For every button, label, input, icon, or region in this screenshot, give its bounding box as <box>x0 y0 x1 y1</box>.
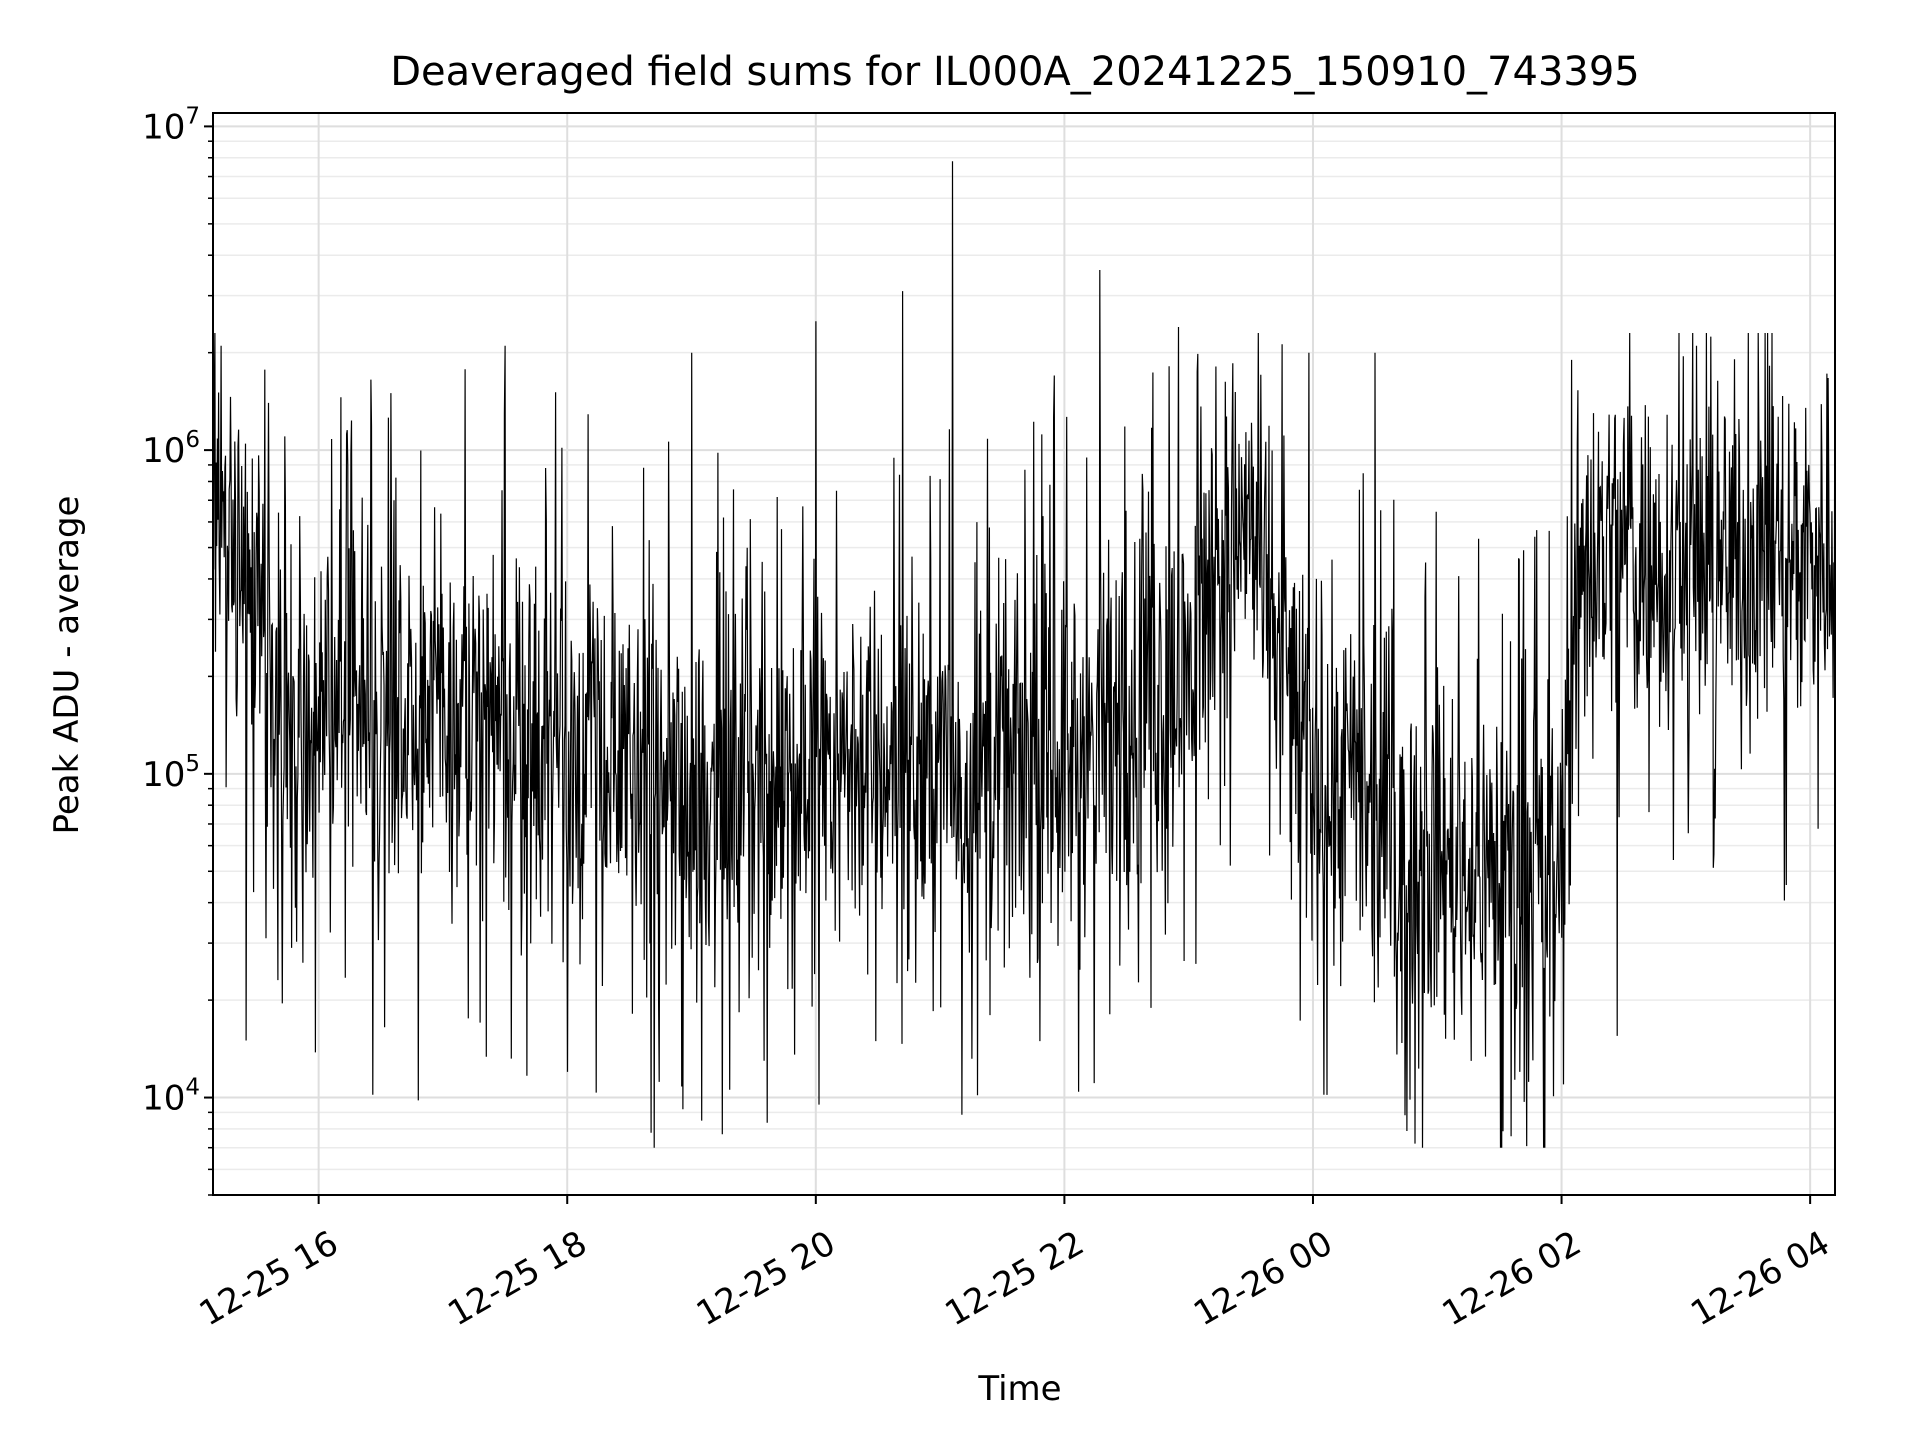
y-tick-label: 107 <box>142 103 200 147</box>
y-tick-label: 106 <box>142 427 200 471</box>
y-tick-label: 104 <box>142 1075 200 1119</box>
data-line <box>212 161 1836 1148</box>
y-axis-label: Peak ADU - average <box>47 496 87 835</box>
chart-title: Deaveraged field sums for IL000A_2024122… <box>390 49 1640 95</box>
y-tick-label: 105 <box>142 751 200 795</box>
y-axis-ticks: 104 105 106 107 <box>142 103 213 1196</box>
plot-frame <box>212 112 1836 1196</box>
plot-series <box>212 161 1836 1148</box>
x-axis-label: Time <box>977 1369 1061 1409</box>
